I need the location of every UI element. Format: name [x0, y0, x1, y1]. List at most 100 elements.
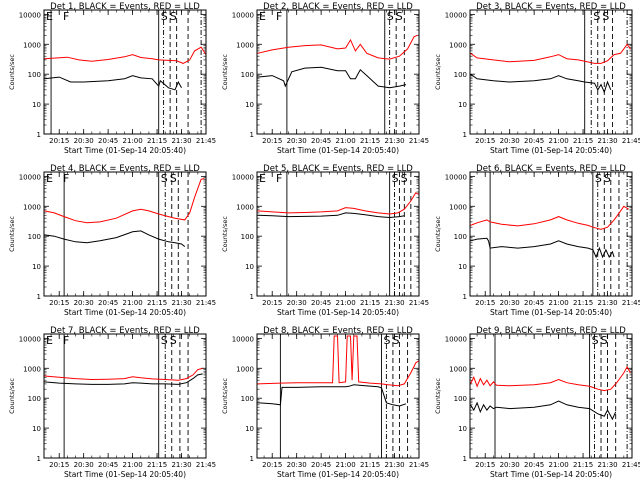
panel-mark: S	[170, 334, 177, 347]
panel-mark: F	[63, 10, 69, 23]
panel-mark: S	[593, 10, 600, 23]
x-tick-label: 21:30	[171, 137, 191, 145]
x-tick-label: 20:15	[49, 461, 69, 469]
x-axis-label: Start Time (01-Sep-14 20:05:40)	[277, 146, 399, 155]
x-tick-label: 21:00	[123, 137, 143, 145]
y-tick-label: 1	[463, 455, 467, 463]
x-tick-label: 20:45	[524, 461, 544, 469]
panel-mark: S	[387, 10, 394, 23]
y-tick-label: 1000	[449, 41, 467, 49]
panel-mark: F	[276, 172, 282, 185]
x-tick-label: 20:15	[475, 137, 495, 145]
x-tick-label: 21:15	[573, 299, 593, 307]
y-tick-label: 100	[28, 233, 41, 241]
y-tick-label: 1	[37, 455, 41, 463]
x-axis-label: Start Time (01-Sep-14 20:05:40)	[64, 308, 186, 317]
x-tick-label: 21:45	[409, 299, 429, 307]
y-tick-label: 10000	[445, 173, 467, 181]
panel-det-2: Det 2, BLACK = Events, RED = LLD Counts/s…	[221, 2, 429, 155]
y-tick-label: 1000	[449, 203, 467, 211]
plot-frame	[469, 171, 633, 297]
panel-mark: S	[401, 172, 408, 185]
x-axis-label: Start Time (01-Sep-14 20:05:40)	[64, 470, 186, 479]
x-tick-label: 20:15	[262, 299, 282, 307]
panel-mark: S	[592, 334, 599, 347]
panel-mark: S	[601, 334, 608, 347]
series-line-events	[470, 73, 612, 94]
y-tick-label: 100	[454, 233, 467, 241]
y-tick-label: 10	[32, 101, 41, 109]
plot-frame	[256, 171, 420, 297]
series-line-lld	[257, 335, 420, 387]
y-axis-label: Counts/sec	[221, 216, 229, 252]
series-line-events	[44, 75, 182, 91]
panel-title: Det 7, BLACK = Events, RED = LLD	[50, 326, 200, 336]
panel-mark: S	[161, 334, 168, 347]
y-tick-label: 1	[463, 293, 467, 301]
x-tick-label: 21:00	[123, 299, 143, 307]
panel-mark: S	[392, 172, 399, 185]
x-tick-label: 20:30	[74, 137, 94, 145]
x-tick-label: 20:45	[524, 137, 544, 145]
series-line-lld	[44, 178, 205, 224]
y-tick-label: 1000	[23, 365, 41, 373]
y-axis-label: Counts/sec	[221, 378, 229, 414]
series-line-lld	[470, 43, 631, 64]
panel-title: Det 3, BLACK = Events, RED = LLD	[476, 2, 626, 12]
series-line-lld	[470, 365, 631, 392]
y-axis-label: Counts/sec	[8, 54, 16, 90]
y-tick-label: 10	[245, 101, 254, 109]
series-line-events	[257, 212, 405, 219]
plot-frame	[43, 9, 207, 135]
x-tick-label: 21:00	[549, 299, 569, 307]
panel-title: Det 6, BLACK = Events, RED = LLD	[476, 164, 626, 174]
x-tick-label: 20:30	[74, 461, 94, 469]
y-tick-label: 10000	[445, 335, 467, 343]
x-tick-label: 20:45	[98, 137, 118, 145]
y-tick-label: 10	[32, 425, 41, 433]
y-axis-label: Counts/sec	[434, 378, 442, 414]
y-tick-label: 100	[241, 395, 254, 403]
x-tick-label: 21:15	[573, 137, 593, 145]
x-tick-label: 21:00	[336, 461, 356, 469]
x-tick-label: 20:45	[311, 299, 331, 307]
series-line-events	[44, 373, 203, 385]
y-tick-label: 1	[250, 455, 254, 463]
panel-mark: E	[46, 334, 53, 347]
x-tick-label: 20:15	[49, 299, 69, 307]
x-tick-label: 21:00	[123, 461, 143, 469]
series-line-events	[257, 384, 407, 407]
series-line-lld	[257, 34, 418, 60]
panel-mark: S	[161, 10, 168, 23]
x-tick-label: 20:30	[287, 461, 307, 469]
y-tick-label: 10000	[19, 11, 41, 19]
y-tick-label: 1	[463, 131, 467, 139]
panel-det-8: Det 8, BLACK = Events, RED = LLD Counts/s…	[221, 326, 429, 479]
x-tick-label: 20:15	[262, 461, 282, 469]
y-tick-label: 1	[37, 131, 41, 139]
series-line-events	[257, 66, 407, 89]
x-tick-label: 21:45	[196, 299, 216, 307]
y-tick-label: 10	[245, 263, 254, 271]
panel-title: Det 8, BLACK = Events, RED = LLD	[263, 326, 413, 336]
y-tick-label: 10000	[232, 335, 254, 343]
series-line-lld	[257, 192, 420, 215]
x-tick-label: 21:45	[409, 461, 429, 469]
x-tick-label: 20:45	[98, 461, 118, 469]
x-tick-label: 20:30	[287, 137, 307, 145]
x-axis-label: Start Time (01-Sep-14 20:05:40)	[490, 146, 612, 155]
x-tick-label: 21:00	[549, 137, 569, 145]
x-tick-label: 21:15	[360, 299, 380, 307]
y-tick-label: 100	[454, 395, 467, 403]
panel-mark: S	[604, 172, 611, 185]
x-tick-label: 21:15	[360, 461, 380, 469]
y-tick-label: 100	[454, 71, 467, 79]
plot-frame	[469, 333, 633, 459]
panel-mark: S	[595, 172, 602, 185]
series-line-events	[470, 400, 617, 421]
y-tick-label: 1	[250, 293, 254, 301]
y-tick-label: 100	[241, 233, 254, 241]
panel-mark: F	[276, 10, 282, 23]
x-tick-label: 21:30	[384, 461, 404, 469]
